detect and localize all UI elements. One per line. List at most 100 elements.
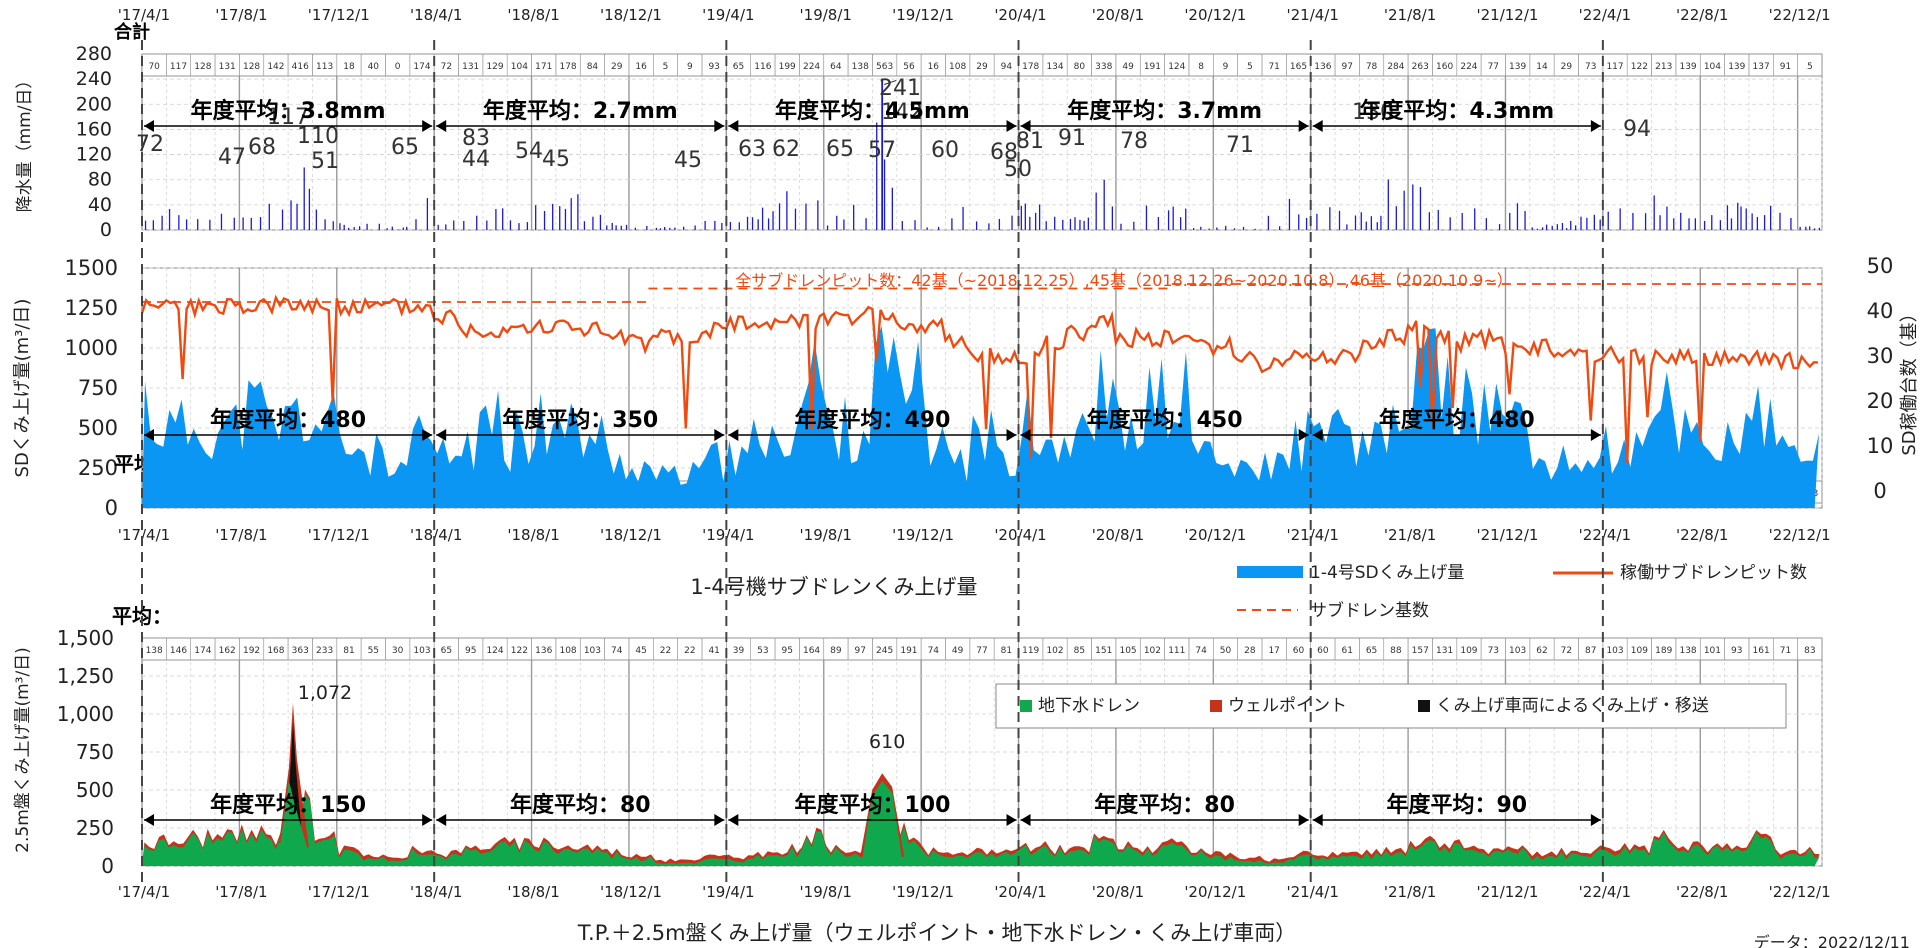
rain-annotation: 60 [931,138,959,163]
fiscal-arrowhead [728,429,739,441]
monthly-value: 8 [1198,62,1204,72]
fiscal-arrowhead [1020,120,1031,132]
fiscal-arrowhead [1298,814,1309,826]
x-tick-label: '19/12/1 [892,526,954,544]
operating-pits-line [140,294,1818,464]
fiscal-arrowhead [422,120,433,132]
x-tick-label: '20/8/1 [1092,526,1144,544]
monthly-value: 95 [781,646,792,656]
monthly-value: 263 [1412,62,1429,72]
x-tick-label: '21/4/1 [1286,6,1338,24]
rain-annotation: 68 [990,140,1018,165]
legend-swatch-wellpoint [1210,700,1222,712]
rain-annotation: 54 [515,139,543,164]
rain-annotation: 62 [772,137,800,162]
monthly-value: 109 [1460,646,1477,656]
monthly-value: 122 [511,646,528,656]
y-tick-label: 1500 [65,256,118,280]
y-tick-label: 250 [76,816,114,840]
monthly-value: 131 [462,62,479,72]
x-tick-label: '20/12/1 [1184,883,1246,901]
legend-label: ウェルポイント [1228,696,1347,716]
monthly-value: 137 [1753,62,1770,72]
monthly-value: 77 [1488,62,1499,72]
rain-annotation: 45 [674,148,702,173]
data-date: データ：2022/12/11 [1754,933,1910,948]
fiscal-average-label: 年度平均：80 [1094,792,1235,818]
rain-annotation: 130 [1352,100,1394,125]
fiscal-average-label: 年度平均：150 [210,792,366,818]
monthly-value: 174 [413,62,430,72]
panel-caption: T.P.＋2.5m盤くみ上げ量（ウェルポイント・地下水ドレン・くみ上げ車両） [577,921,1297,945]
x-tick-label: '22/8/1 [1676,883,1728,901]
monthly-value: 138 [852,62,869,72]
monthly-value: 55 [368,646,379,656]
rain-annotation: 142 [881,100,923,125]
monthly-value: 71 [1780,646,1791,656]
rain-annotation: 72 [136,132,164,157]
monthly-value: 49 [1122,62,1134,72]
x-tick-label: '18/12/1 [600,883,662,901]
x-tick-label: '20/12/1 [1184,526,1246,544]
legend-swatch-truck [1418,700,1430,712]
monthly-value: 81 [343,646,354,656]
monthly-value: 87 [1585,646,1596,656]
monthly-value: 124 [486,646,503,656]
monthly-value: 40 [368,62,380,72]
y-tick-label: 200 [76,93,112,115]
x-tick-label: '18/8/1 [507,6,559,24]
monthly-value: 62 [1536,646,1547,656]
x-tick-label: '21/12/1 [1477,883,1539,901]
legend-label: 地下水ドレン [1038,696,1140,716]
y-tick-label: 500 [76,778,114,802]
legend-label: くみ上げ車両によるくみ上げ・移送 [1436,696,1709,716]
monthly-value: 77 [976,646,987,656]
x-tick-label: '18/4/1 [410,6,462,24]
x-tick-label: '20/8/1 [1092,883,1144,901]
rain-annotation: 57 [868,138,896,163]
fiscal-arrowhead [1298,120,1309,132]
monthly-value: 103 [1606,646,1623,656]
x-tick-label: '22/8/1 [1676,6,1728,24]
x-tick-label: '20/4/1 [994,6,1046,24]
monthly-value: 22 [684,646,695,656]
x-tick-label: '20/4/1 [994,526,1046,544]
fiscal-arrowhead [714,120,725,132]
x-tick-label: '21/12/1 [1477,526,1539,544]
monthly-value: 72 [441,62,452,72]
monthly-value: 136 [1314,62,1331,72]
y-tick-label: 250 [78,456,118,480]
monthly-value: 61 [1341,646,1352,656]
monthly-value: 139 [1679,62,1696,72]
monthly-value: 108 [559,646,576,656]
peak-drain [278,780,309,854]
monthly-value: 84 [587,62,599,72]
monthly-value: 168 [267,646,284,656]
monthly-value: 416 [292,62,309,72]
peak-leader [884,80,897,85]
x-tick-label: '17/4/1 [118,883,170,901]
x-tick-label: '21/8/1 [1384,526,1436,544]
y-tick-label-right: 50 [1867,254,1894,278]
monthly-value: 60 [1293,646,1305,656]
monthly-value: 563 [876,62,893,72]
y-tick-label: 1,500 [57,626,114,650]
monthly-value: 111 [1168,646,1185,656]
fiscal-average-label: 年度平均：480 [210,407,366,433]
y-tick-label: 0 [100,219,112,241]
rain-annotation: 65 [826,137,854,162]
x-tick-label: '18/8/1 [507,883,559,901]
legend-label: 1-4号SDくみ上げ量 [1310,563,1464,583]
y-tick-label-right: 10 [1867,434,1894,458]
fiscal-arrowhead [1312,814,1323,826]
monthly-value: 191 [1144,62,1161,72]
rain-annotation: 91 [1058,126,1086,151]
monthly-value: 39 [733,646,745,656]
monthly-value: 102 [1144,646,1161,656]
monthly-value: 224 [1460,62,1477,72]
monthly-value: 178 [1022,62,1039,72]
rain-annotation: 94 [1623,117,1651,142]
y-axis-label: 降水量（mm/日） [15,72,35,213]
fiscal-arrowhead [728,814,739,826]
